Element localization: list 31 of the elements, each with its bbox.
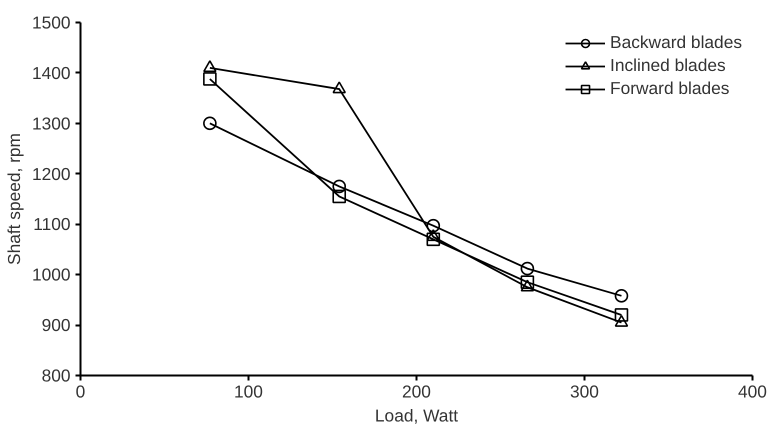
- point: [520, 275, 534, 290]
- y-tick-label: 1300: [32, 113, 71, 134]
- point: [426, 229, 440, 242]
- point: [614, 314, 628, 327]
- legend-label: Forward blades: [610, 78, 730, 99]
- point: [520, 280, 534, 292]
- x-tick-label: 100: [234, 382, 263, 402]
- x-axis-title: Load, Watt: [374, 406, 458, 426]
- y-tick-label: 900: [42, 315, 71, 336]
- y-axis-title: Shaft speed, rpm: [4, 133, 24, 265]
- point: [332, 180, 346, 194]
- point: [614, 289, 628, 303]
- point: [426, 232, 440, 246]
- point: [426, 218, 440, 233]
- x-tick-label: 300: [570, 382, 599, 402]
- point: [520, 262, 534, 276]
- point: [614, 308, 628, 322]
- y-tick-label: 1500: [32, 12, 71, 32]
- point: [332, 190, 346, 204]
- y-tick-label: 1200: [32, 164, 71, 184]
- point: [203, 116, 217, 130]
- x-tick-label: 0: [76, 382, 86, 402]
- x-tick-label: 200: [402, 382, 431, 402]
- y-tick-label: 1400: [32, 62, 71, 83]
- point: [203, 72, 217, 86]
- legend-label: Inclined blades: [610, 55, 726, 76]
- x-tick-label: 400: [738, 382, 767, 402]
- y-tick-label: 800: [42, 366, 71, 386]
- y-tick-label: 1100: [33, 214, 71, 234]
- legend-label: Backward blades: [610, 32, 742, 53]
- y-tick-label: 1000: [32, 264, 71, 285]
